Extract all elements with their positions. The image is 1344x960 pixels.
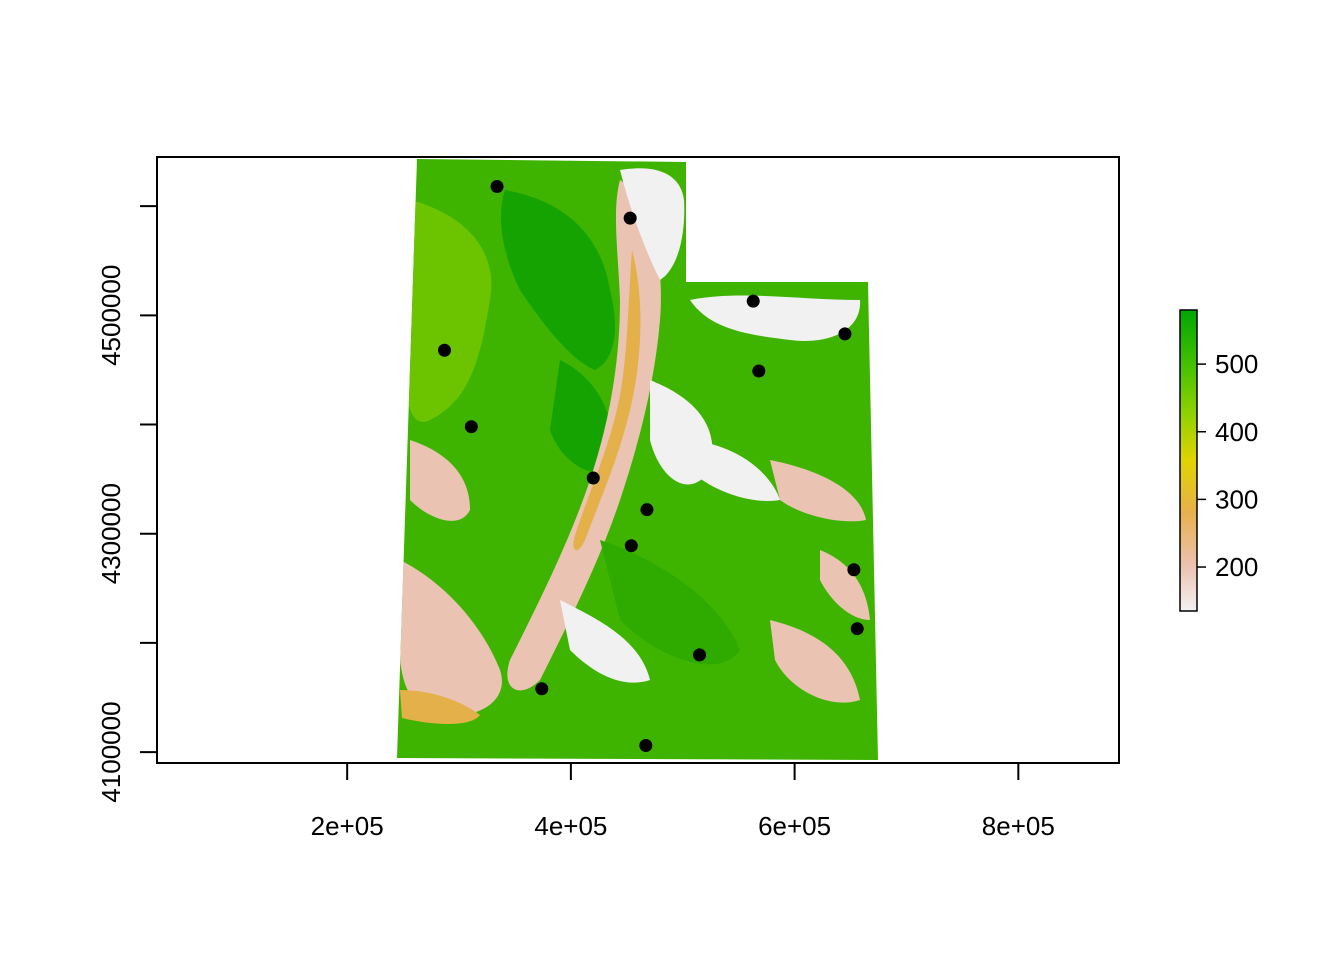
point-marker: [640, 503, 654, 517]
point-marker: [693, 648, 707, 662]
y-tick-label: 4500000: [96, 265, 126, 366]
raster-sw-orange: [400, 690, 480, 724]
points-layer: [437, 179, 864, 753]
legend-tick-label: 500: [1215, 349, 1258, 379]
y-tick-label: 4100000: [96, 701, 126, 802]
raster-wasatch-orange: [573, 250, 641, 551]
raster-s-white: [560, 600, 650, 683]
raster-white-uinta: [690, 295, 861, 341]
raster-north-dark: [500, 190, 615, 370]
point-marker: [586, 471, 600, 485]
raster-sw-pink: [399, 560, 502, 716]
raster-layer: [397, 159, 878, 760]
legend-ticks: 200 300 400 500: [1197, 349, 1258, 582]
point-marker: [850, 622, 864, 636]
legend-tick-label: 300: [1215, 484, 1258, 514]
point-marker: [437, 343, 451, 357]
x-tick-label: 8e+05: [982, 811, 1055, 841]
point-marker: [623, 211, 637, 225]
point-marker: [639, 739, 653, 753]
raster-se-pink-1: [770, 460, 866, 522]
x-tick-label: 4e+05: [534, 811, 607, 841]
legend-tick-label: 400: [1215, 417, 1258, 447]
raster-se-pink-2: [770, 620, 860, 703]
y-tick-label: 4300000: [96, 483, 126, 584]
x-tick-label: 6e+05: [758, 811, 831, 841]
raster-west-light: [405, 200, 492, 422]
point-marker: [464, 420, 478, 434]
point-marker: [847, 563, 861, 577]
legend-tick-label: 200: [1215, 552, 1258, 582]
point-marker: [752, 364, 766, 378]
point-marker: [838, 327, 852, 341]
plot-frame: [156, 156, 1120, 764]
raster-wasatch-pink: [507, 180, 661, 691]
raster-south-dark: [600, 540, 740, 665]
raster-west-pink: [410, 440, 470, 521]
y-axis: 4100000 4300000 4500000: [96, 205, 157, 803]
legend: 200 300 400 500: [1179, 309, 1258, 612]
raster-se-white: [680, 440, 780, 501]
raster-se-pink-3: [820, 550, 870, 620]
legend-colorbar: [1179, 309, 1198, 612]
point-marker: [490, 179, 504, 193]
point-marker: [535, 682, 549, 696]
raster-white-north: [620, 168, 685, 280]
point-marker: [746, 294, 760, 308]
x-axis: 2e+05 4e+05 6e+05 8e+05: [311, 763, 1055, 841]
raster-central-dark: [550, 360, 613, 473]
point-marker: [624, 539, 638, 553]
x-tick-label: 2e+05: [311, 811, 384, 841]
